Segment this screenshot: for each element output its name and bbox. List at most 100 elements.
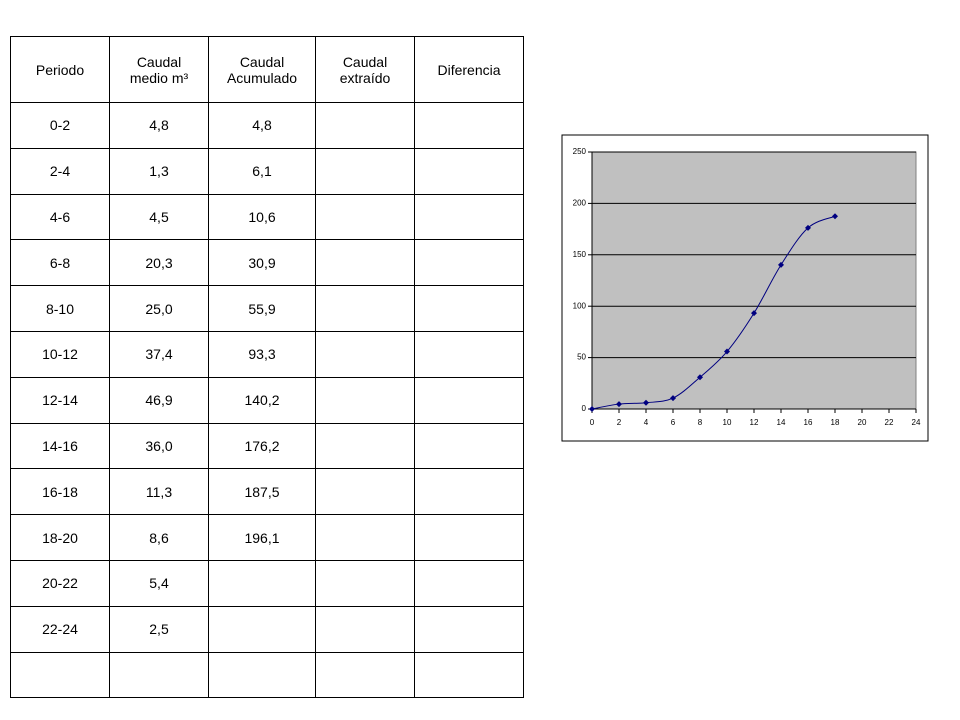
table-cell: 8,6 (109, 514, 209, 561)
header-cell: Periodo (10, 36, 110, 103)
table-cell: 4-6 (10, 193, 110, 241)
table-row: 20-22 5,4 (10, 559, 524, 607)
table-cell: 93,3 (208, 330, 316, 378)
header-text: Caudal extraído (339, 53, 391, 86)
table-row: 14-16 36,0 176,2 (10, 422, 524, 470)
table-cell: 2-4 (10, 147, 110, 195)
table-cell: 22-24 (10, 605, 110, 653)
table-row: 12-14 46,9 140,2 (10, 376, 524, 424)
y-tick-label: 0 (582, 404, 587, 413)
table-cell: 30,9 (208, 239, 316, 287)
table-cell: 4,8 (109, 102, 209, 149)
plot-area (591, 151, 917, 410)
table-cell (414, 193, 524, 241)
table-cell: 12-14 (10, 376, 110, 424)
table-cell (315, 239, 415, 287)
x-tick-label: 24 (912, 418, 921, 427)
table-cell (208, 651, 316, 699)
table-cell (414, 102, 524, 149)
x-tick-label: 20 (858, 418, 867, 427)
data-point (697, 374, 703, 381)
table-row: 16-18 11,3 187,5 (10, 468, 524, 516)
x-tick-label: 2 (617, 418, 622, 427)
header-text: Diferencia (437, 61, 501, 78)
table-cell: 10,6 (208, 193, 316, 241)
x-tick-label: 14 (777, 418, 786, 427)
y-tick-label: 150 (573, 250, 587, 259)
table-cell (315, 422, 415, 470)
header-cell: Diferencia (414, 36, 524, 103)
table-cell (414, 605, 524, 653)
table-cell: 55,9 (208, 285, 316, 332)
table-row: 4-6 4,5 10,6 (10, 193, 524, 241)
x-tick-label: 0 (590, 418, 595, 427)
table-cell (414, 422, 524, 470)
y-tick-label: 200 (573, 199, 587, 208)
data-point (751, 310, 757, 317)
header-cell: Caudal medio m³ (109, 36, 209, 103)
y-tick-label: 50 (577, 353, 586, 362)
data-point (724, 348, 730, 355)
table-cell (109, 651, 209, 699)
table-cell: 46,9 (109, 376, 209, 424)
table-cell (414, 468, 524, 516)
table-row: Periodo Caudal medio m³ Caudal Acumulado Ca… (10, 36, 524, 103)
table-cell (315, 285, 415, 332)
table-cell (10, 651, 110, 699)
table-cell: 10-12 (10, 330, 110, 378)
table-cell: 0-2 (10, 102, 110, 149)
table-cell: 37,4 (109, 330, 209, 378)
table-cell (414, 376, 524, 424)
table-cell (315, 514, 415, 561)
x-tick-label: 18 (831, 418, 840, 427)
x-tick-label: 22 (885, 418, 894, 427)
y-tick-label: 250 (573, 147, 587, 156)
header-text: Caudal medio m³ (129, 53, 189, 86)
x-tick-label: 12 (750, 418, 759, 427)
table-cell (315, 605, 415, 653)
table-row: 8-10 25,0 55,9 (10, 285, 524, 332)
table-cell: 140,2 (208, 376, 316, 424)
x-tick-label: 10 (723, 418, 732, 427)
data-point (589, 406, 595, 412)
table-row: 10-12 37,4 93,3 (10, 330, 524, 378)
data-point (616, 401, 622, 408)
table-cell (208, 605, 316, 653)
table-cell (414, 514, 524, 561)
table-cell (315, 147, 415, 195)
x-tick-label: 16 (804, 418, 813, 427)
data-line (591, 215, 836, 410)
table-cell: 11,3 (109, 468, 209, 516)
data-table: Periodo Caudal medio m³ Caudal Acumulado Ca… (10, 36, 524, 699)
table-row: 6-8 20,3 30,9 (10, 239, 524, 287)
x-tick-label: 6 (671, 418, 676, 427)
table-cell: 6-8 (10, 239, 110, 287)
table-cell: 16-18 (10, 468, 110, 516)
table-cell (315, 193, 415, 241)
table-row: 0-2 4,8 4,8 (10, 102, 524, 149)
header-cell: Caudal Acumulado (208, 36, 316, 103)
table-cell: 20,3 (109, 239, 209, 287)
x-tick-label: 8 (698, 418, 703, 427)
table-cell: 14-16 (10, 422, 110, 470)
table-cell (414, 651, 524, 699)
table-cell: 25,0 (109, 285, 209, 332)
table-row (10, 651, 524, 699)
data-point (670, 395, 676, 402)
y-tick-label: 100 (573, 301, 587, 310)
table-cell (315, 651, 415, 699)
table-cell (414, 147, 524, 195)
table-row: 18-20 8,6 196,1 (10, 514, 524, 561)
x-tick-label: 4 (644, 418, 649, 427)
table-cell: 20-22 (10, 559, 110, 607)
header-text: Periodo (35, 61, 85, 78)
data-point (778, 261, 784, 268)
table-cell (414, 239, 524, 287)
table-cell (208, 559, 316, 607)
table-cell (414, 330, 524, 378)
table-row: 22-24 2,5 (10, 605, 524, 653)
table-cell: 36,0 (109, 422, 209, 470)
data-point (643, 399, 649, 406)
